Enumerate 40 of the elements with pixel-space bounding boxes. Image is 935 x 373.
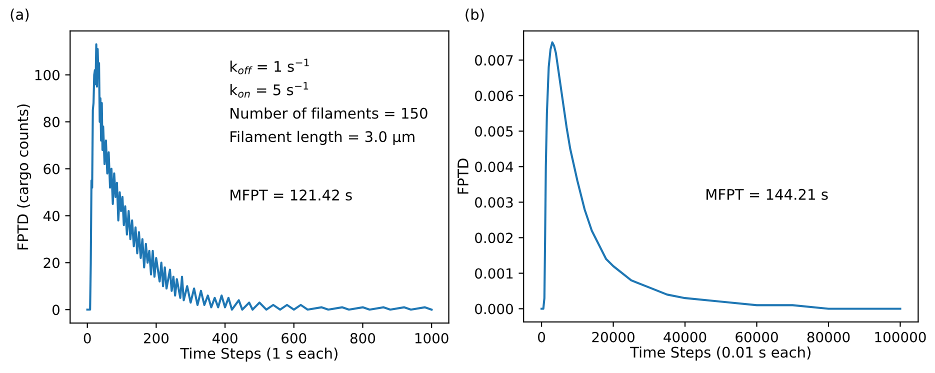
y-tick-label: 0.007 [475,55,513,66]
annotation: Filament length = 3.0 µm [230,130,414,145]
y-tick-label: 0.000 [475,304,513,314]
x-axis-title: Time Steps (0.01 s each) [630,346,810,361]
y-tick-label: 0.002 [475,232,512,244]
x-tick-label: 60000 [736,332,778,342]
x-tick-label: 600 [282,332,306,344]
chart-title: (b) [466,8,484,22]
y-tick-label: 60 [44,164,60,174]
annotation: MFPT = 144.21 s [706,188,828,200]
x-tick-label: 400 [212,332,238,344]
line-series [540,41,902,310]
annotation: Number of filaments = 150 [230,107,428,119]
x-tick-label: 0 [84,332,91,344]
y-tick-label: 0.005 [475,126,513,137]
y-axis-title: FPTD (cargo counts) [17,104,32,250]
line-series [86,43,433,311]
chart-title: (a) [10,8,29,22]
y-tick-label: 0.004 [475,162,514,172]
annotation: MFPT = 121.42 s [230,190,352,201]
x-tick-label: 80000 [807,332,850,342]
x-tick-label: 100000 [875,332,926,342]
annotation: k$_{on}$ = 5 s$^{−1}$ [230,82,308,98]
y-tick-label: 0.001 [475,268,513,279]
x-tick-label: 20000 [592,332,634,342]
annotation: k$_{off}$ = 1 s$^{−1}$ [230,58,309,74]
x-tick-label: 200 [144,332,169,344]
y-tick-label: 0.003 [475,197,513,208]
y-tick-label: 100 [35,70,60,80]
y-tick-label: 40 [43,210,60,222]
x-axis-title: Time Steps (1 s each) [180,348,338,362]
y-axis-title: FPTD [458,158,468,194]
y-tick-label: 80 [44,116,60,128]
x-tick-label: 1000 [415,332,448,344]
x-tick-label: 800 [350,332,376,344]
y-tick-label: 0.006 [475,90,514,102]
x-tick-label: 0 [538,332,546,342]
y-tick-label: 0 [52,304,60,316]
x-tick-label: 40000 [664,332,706,342]
y-tick-label: 20 [44,258,60,268]
